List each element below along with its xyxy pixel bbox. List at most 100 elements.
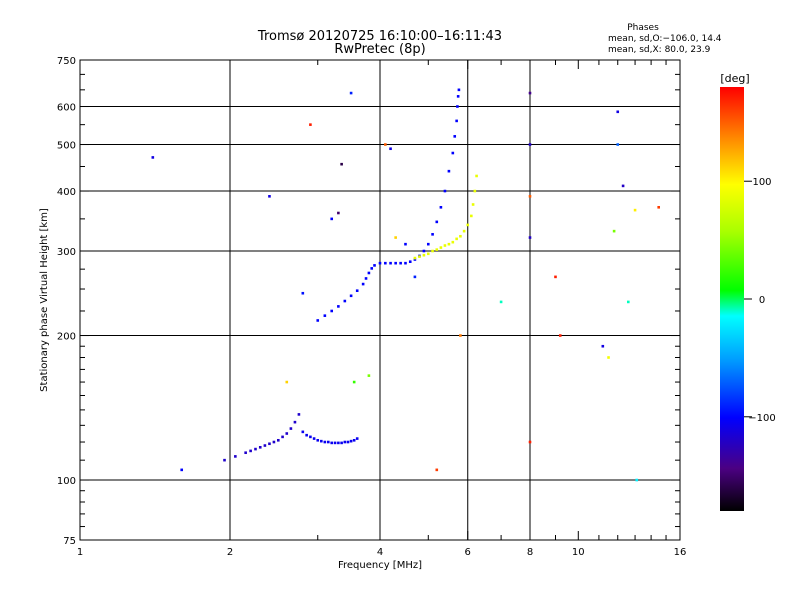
- data-point: [346, 440, 350, 444]
- data-point: [361, 282, 365, 286]
- data-point: [635, 478, 639, 482]
- data-point: [337, 441, 340, 445]
- plot-area: 1 2 4 6 8 10 16 75 100 200 300 400 500 600 750: [57, 56, 686, 558]
- data-point: [349, 439, 353, 443]
- data-point: [607, 356, 610, 359]
- data-point: [340, 162, 343, 166]
- series-0: [223, 413, 301, 462]
- y-tick-label: 75: [63, 536, 76, 547]
- series-3: [413, 174, 478, 260]
- data-point: [439, 246, 443, 249]
- colorbar-tick-label: 100: [752, 177, 771, 188]
- data-point: [223, 458, 226, 462]
- data-point: [413, 275, 417, 279]
- y-tick-label: 100: [57, 476, 76, 487]
- data-point: [254, 447, 257, 451]
- x-tick-label: 4: [377, 547, 383, 558]
- data-point: [451, 240, 455, 244]
- data-point: [289, 427, 293, 430]
- data-point: [258, 446, 262, 449]
- data-point: [349, 294, 353, 298]
- data-point: [408, 260, 412, 264]
- data-point: [435, 220, 439, 224]
- data-point: [305, 433, 308, 437]
- data-point: [234, 455, 237, 458]
- y-axis-label: Stationary phase Virtual Height [km]: [39, 208, 50, 392]
- data-point: [268, 195, 271, 198]
- data-point: [601, 344, 605, 348]
- data-point: [457, 88, 461, 92]
- data-point: [343, 299, 347, 303]
- data-point: [309, 435, 312, 439]
- data-point: [340, 441, 343, 445]
- data-point: [528, 91, 532, 95]
- data-point: [367, 271, 371, 275]
- x-tick-label: 2: [227, 547, 233, 558]
- info-header: Phases: [627, 23, 659, 33]
- data-point: [404, 242, 407, 246]
- y-tick-label: 300: [57, 247, 76, 258]
- data-point: [462, 229, 466, 233]
- data-point: [470, 214, 473, 218]
- data-point: [399, 261, 402, 265]
- info-line-o: mean, sd,O:−106.0, 14.4: [608, 34, 722, 44]
- data-point: [431, 249, 434, 253]
- data-point: [528, 236, 532, 239]
- data-point: [285, 432, 289, 435]
- data-point: [431, 233, 434, 236]
- data-point: [451, 151, 455, 155]
- colorbar-tick-label: −100: [748, 413, 775, 424]
- data-point: [333, 441, 337, 445]
- data-point: [244, 451, 247, 455]
- data-point: [435, 248, 439, 251]
- data-point: [352, 380, 356, 384]
- data-point: [364, 277, 368, 280]
- data-point: [352, 438, 356, 442]
- data-point: [439, 205, 443, 209]
- series-1: [301, 430, 359, 445]
- y-tick-label: 500: [57, 141, 76, 152]
- data-point: [633, 208, 637, 212]
- data-point: [249, 449, 252, 453]
- data-point: [528, 143, 532, 146]
- data-point: [528, 440, 532, 444]
- chart-title: Tromsø 20120725 16:10:00–16:11:43: [257, 29, 502, 44]
- data-point: [657, 205, 660, 209]
- data-point: [459, 334, 462, 337]
- data-point: [316, 319, 320, 322]
- x-tick-label: 16: [674, 547, 687, 558]
- data-point: [558, 334, 562, 337]
- data-point: [180, 468, 184, 472]
- data-point: [349, 91, 353, 95]
- data-point: [330, 217, 334, 221]
- data-point: [355, 289, 359, 292]
- data-point: [316, 438, 320, 442]
- data-point: [312, 437, 316, 440]
- data-point: [455, 119, 458, 123]
- data-point: [422, 253, 426, 257]
- data-point: [263, 444, 267, 447]
- info-line-x: mean, sd,X: 80.0, 23.9: [608, 45, 711, 55]
- colorbar-label: [deg]: [720, 72, 749, 85]
- data-point: [370, 267, 374, 270]
- data-point: [475, 174, 478, 178]
- data-point: [323, 314, 327, 317]
- data-point: [355, 437, 359, 440]
- data-point: [394, 261, 397, 265]
- colorbar: [deg] 100 0 −100: [720, 72, 776, 511]
- colorbar-tick-label: 0: [759, 295, 765, 306]
- data-point: [404, 261, 407, 265]
- x-tick-label: 6: [465, 547, 471, 558]
- data-point: [499, 300, 503, 304]
- data-point: [422, 249, 426, 253]
- data-point: [297, 413, 301, 416]
- data-point: [473, 189, 477, 193]
- data-point: [384, 261, 387, 265]
- data-point: [456, 95, 460, 98]
- y-tick-label: 600: [57, 103, 76, 114]
- data-point: [337, 211, 340, 215]
- data-point: [466, 223, 470, 227]
- data-point: [301, 430, 305, 434]
- data-point: [447, 169, 451, 173]
- data-point: [373, 264, 376, 267]
